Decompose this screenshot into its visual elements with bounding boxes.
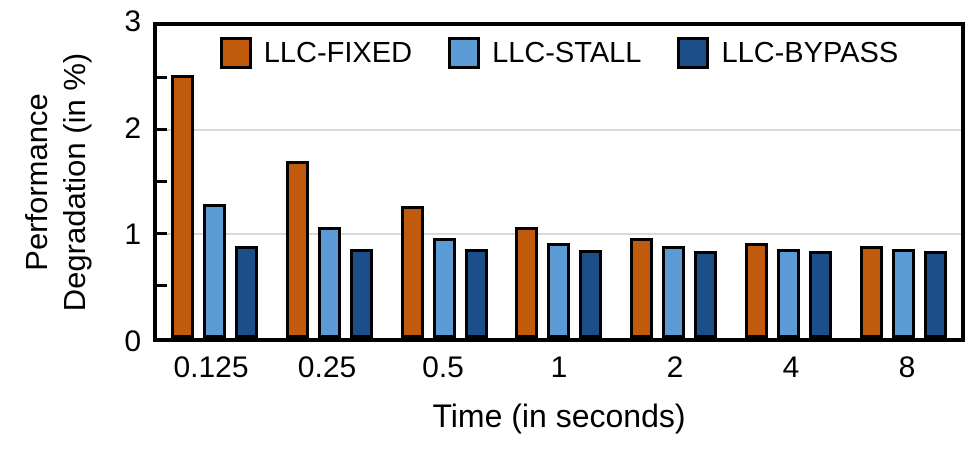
bar-llc-stall-1 <box>547 243 571 338</box>
legend-label-llc-fixed: LLC-FIXED <box>263 37 413 69</box>
y-tick-label-3: 3 <box>124 5 141 38</box>
y-tick-mark-2.5 <box>157 76 167 79</box>
bar-llc-fixed-0.25 <box>285 161 309 338</box>
y-tick-mark-1.5 <box>157 180 167 183</box>
bar-llc-stall-2 <box>662 246 686 338</box>
y-tick-mark-1 <box>157 232 167 236</box>
bar-llc-bypass-1 <box>579 249 603 338</box>
y-tick-label-1: 1 <box>124 218 141 252</box>
legend-label-llc-stall: LLC-STALL <box>492 37 642 69</box>
gridline-y-2 <box>157 129 961 132</box>
bar-llc-stall-4 <box>777 248 801 338</box>
bar-llc-bypass-0.125 <box>234 246 258 338</box>
bar-llc-fixed-1 <box>515 226 539 338</box>
x-tick-label-8: 8 <box>898 351 916 384</box>
y-tick-mark-0.5 <box>157 284 167 288</box>
x-tick-label-2: 2 <box>666 351 684 384</box>
y-tick-label-2: 2 <box>124 111 141 145</box>
bar-llc-bypass-0.25 <box>349 248 373 338</box>
legend-item-llc-stall: LLC-STALL <box>448 37 641 69</box>
legend-swatch-llc-stall <box>448 37 481 69</box>
y-tick-label-0: 0 <box>124 325 141 358</box>
bar-group-0.25 <box>285 26 373 338</box>
x-tick-label-1: 1 <box>550 351 568 384</box>
bar-llc-bypass-4 <box>809 250 833 338</box>
legend: LLC-FIXED LLC-STALL LLC-BYPASS <box>157 37 961 69</box>
x-axis-title: Time (in seconds) <box>432 398 686 434</box>
x-tick-label-0.5: 0.5 <box>422 351 464 384</box>
x-tick-label-0.125: 0.125 <box>173 351 249 384</box>
legend-item-llc-fixed: LLC-FIXED <box>219 37 413 69</box>
legend-label-llc-bypass: LLC-BYPASS <box>721 37 899 69</box>
bar-llc-fixed-0.125 <box>170 74 194 338</box>
legend-item-llc-bypass: LLC-BYPASS <box>677 37 898 69</box>
bar-group-0.5 <box>400 26 488 338</box>
bar-llc-fixed-2 <box>630 238 654 338</box>
bars-layer <box>157 26 961 338</box>
bar-llc-stall-0.125 <box>202 203 226 338</box>
bar-group-0.125 <box>170 26 258 338</box>
y-tick-mark-2 <box>157 128 167 132</box>
gridline-y-1 <box>157 233 961 236</box>
y-axis-tick-labels: 0 1 2 3 <box>0 7 141 357</box>
bar-group-8 <box>859 26 947 338</box>
plot-area: LLC-FIXED LLC-STALL LLC-BYPASS <box>153 22 965 342</box>
bar-llc-fixed-8 <box>859 246 883 338</box>
bar-group-2 <box>630 26 718 338</box>
bar-llc-stall-0.25 <box>317 226 341 338</box>
bar-llc-stall-0.5 <box>432 238 456 338</box>
x-axis-tick-labels: 0.125 0.25 0.5 1 2 4 8 <box>153 352 965 384</box>
bar-llc-fixed-4 <box>745 243 769 338</box>
bar-llc-stall-8 <box>891 248 915 338</box>
bar-llc-bypass-8 <box>923 250 947 338</box>
bar-llc-bypass-0.5 <box>464 248 488 338</box>
x-tick-label-4: 4 <box>782 351 800 384</box>
legend-swatch-llc-bypass <box>677 37 710 69</box>
bar-llc-bypass-2 <box>694 250 718 338</box>
x-tick-label-0.25: 0.25 <box>297 351 357 384</box>
bar-group-4 <box>745 26 833 338</box>
bar-llc-fixed-0.5 <box>400 205 424 338</box>
bar-group-1 <box>515 26 603 338</box>
legend-swatch-llc-fixed <box>219 37 252 69</box>
